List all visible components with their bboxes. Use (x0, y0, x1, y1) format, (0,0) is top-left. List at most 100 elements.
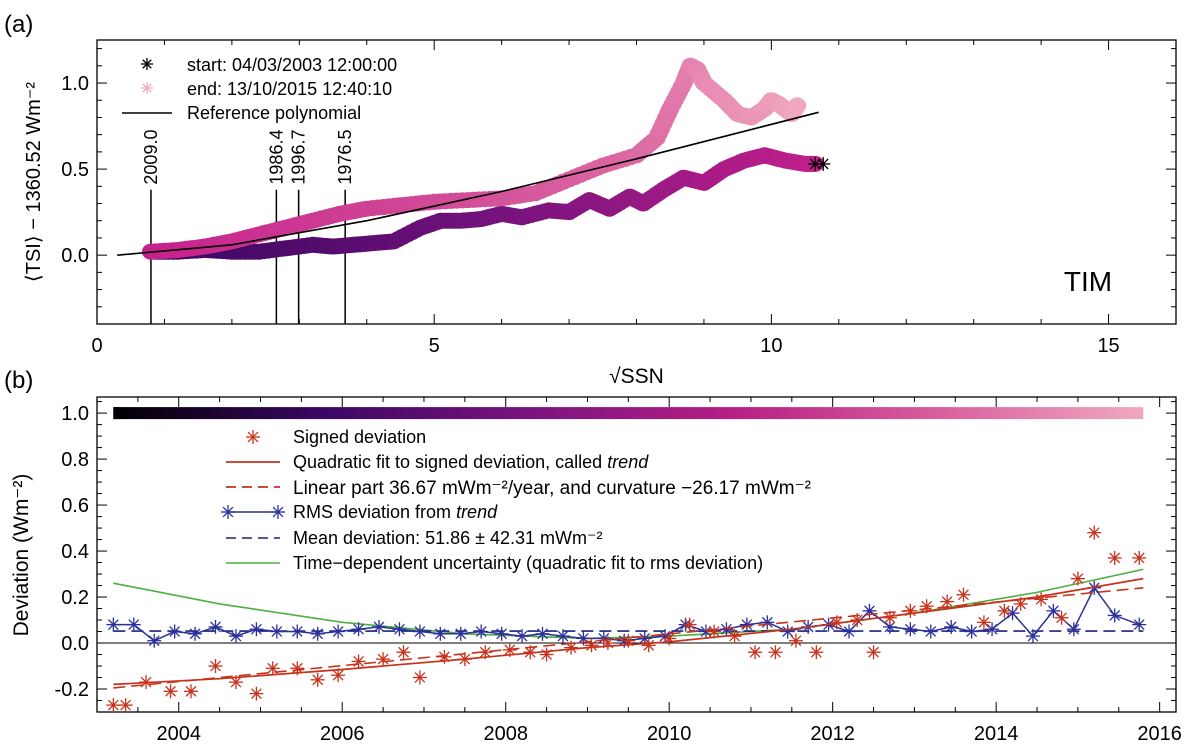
signed-deviation-point (866, 645, 881, 660)
rms-deviation-point (412, 624, 427, 639)
rms-deviation-point (433, 626, 448, 641)
signed-deviation-point (412, 670, 427, 685)
signed-deviation-point (829, 615, 844, 630)
rms-deviation-point (923, 624, 938, 639)
x-tick-label-b: 2006 (320, 723, 365, 745)
rms-deviation-point (739, 617, 754, 632)
linear-part-line (113, 587, 1144, 689)
legend-end-star (141, 82, 153, 94)
signed-deviation-point (106, 698, 121, 713)
rms-deviation-point (1025, 629, 1040, 644)
signed-deviation-point (662, 631, 677, 646)
rms-deviation-point (106, 617, 121, 632)
signed-deviation-point (882, 610, 897, 625)
signed-deviation-point (600, 636, 615, 651)
rms-deviation-point (249, 622, 264, 637)
y-tick-label-b: -0.2 (55, 679, 89, 701)
signed-deviation-point (396, 645, 411, 660)
signed-deviation-point (208, 659, 223, 674)
signed-deviation-point (351, 654, 366, 669)
legend-rms-italic: trend (456, 502, 498, 522)
rms-deviation-point (1046, 603, 1061, 618)
start-marker-star (816, 156, 831, 171)
signed-deviation-point (768, 645, 783, 660)
legend-uncertainty-label: Time−dependent uncertainty (quadratic fi… (293, 553, 763, 573)
rms-deviation-point (576, 631, 591, 646)
rms-deviation-point (188, 626, 203, 641)
x-tick-label-b: 2004 (156, 723, 201, 745)
reference-polynomial-line (117, 111, 819, 256)
rms-deviation-point (719, 622, 734, 637)
signed-deviation-point (376, 652, 391, 667)
legend-start-label: start: 04/03/2003 12:00:00 (187, 55, 397, 75)
rms-deviation-point (1066, 622, 1081, 637)
signed-deviation-point (290, 661, 305, 676)
x-tick-label-b: 2014 (974, 723, 1019, 745)
legend-rms-label: RMS deviation from trend (293, 502, 498, 522)
y-tick-label-b: 0.8 (61, 449, 89, 471)
signed-deviation-point (478, 645, 493, 660)
panel-b: (b) 2004 2006 2008 2010 2012 2014 2016 -0.2 0.0 0.… (4, 367, 1182, 745)
signed-deviation-point (641, 638, 656, 653)
cycle-marker-label: 1996.7 (289, 130, 309, 185)
signed-deviation-point (502, 642, 517, 657)
legend-start-star (141, 58, 153, 70)
signed-deviation-point (265, 661, 280, 676)
signed-deviation-point (457, 652, 472, 667)
rms-deviation-point (167, 624, 182, 639)
rms-deviation-point (453, 626, 468, 641)
signed-deviation-point (809, 645, 824, 660)
x-tick-label-a: 15 (1097, 335, 1119, 357)
rms-deviation-point (228, 629, 243, 644)
signed-deviation-point (539, 647, 554, 662)
signed-deviation-point (919, 599, 934, 614)
rms-deviation-point (637, 631, 652, 646)
signed-deviation-point (788, 633, 803, 648)
x-tick-label-b: 2010 (647, 723, 692, 745)
legend-signed-star (246, 430, 260, 444)
signed-deviation-point (707, 624, 722, 639)
legend-rms-star (221, 505, 235, 519)
rms-deviation-point (944, 619, 959, 634)
x-tick-label-a: 0 (91, 335, 102, 357)
rms-deviation-point (147, 633, 162, 648)
signed-deviation-point (437, 649, 452, 664)
signed-deviation-point (1132, 550, 1147, 565)
signed-deviation-point (1013, 596, 1028, 611)
panel-a: 0 5 10 15 0.0 0.5 1.0 √SSN ⟨TSI⟩ − 1360.52 Wm⁻² (… (4, 11, 1177, 388)
y-tick-label-b: 0.6 (61, 495, 89, 517)
rms-deviation-point (208, 619, 223, 634)
rms-deviation-point (290, 624, 305, 639)
rms-deviation-point (494, 626, 509, 641)
signed-deviation-point (1107, 550, 1122, 565)
signed-deviation-point (249, 686, 264, 701)
instrument-label: TIM (1064, 266, 1112, 297)
y-tick-label-b: 0.0 (61, 633, 89, 655)
rms-deviation-point (331, 624, 346, 639)
rms-deviation-point (1005, 606, 1020, 621)
y-tick-label-b: 0.2 (61, 587, 89, 609)
rms-deviation-line (113, 586, 1140, 642)
y-tick-label-a: 0.0 (61, 245, 89, 267)
rms-deviation-point (862, 603, 877, 618)
signed-deviation-point (564, 640, 579, 655)
signed-deviation-point (118, 698, 133, 713)
signed-deviation-point (139, 675, 154, 690)
rms-deviation-point (1107, 608, 1122, 623)
x-tick-label-a: 10 (760, 335, 782, 357)
time-colorbar (113, 407, 1144, 420)
signed-deviation-point (1087, 525, 1102, 540)
y-tick-label-b: 1.0 (61, 403, 89, 425)
legend-trend-label: Quadratic fit to signed deviation, calle… (293, 452, 649, 472)
x-tick-label-b: 2008 (483, 723, 528, 745)
x-tick-label-b: 2012 (810, 723, 855, 745)
signed-deviation-point (184, 684, 199, 699)
signed-deviation-point (1054, 610, 1069, 625)
rms-deviation-point (985, 622, 1000, 637)
signed-deviation-point (997, 603, 1012, 618)
x-tick-label-b: 2016 (1137, 723, 1182, 745)
legend-trend-italic: trend (607, 452, 649, 472)
legend-rms-star (271, 505, 285, 519)
legend-end-label: end: 13/10/2015 12:40:10 (187, 79, 392, 99)
